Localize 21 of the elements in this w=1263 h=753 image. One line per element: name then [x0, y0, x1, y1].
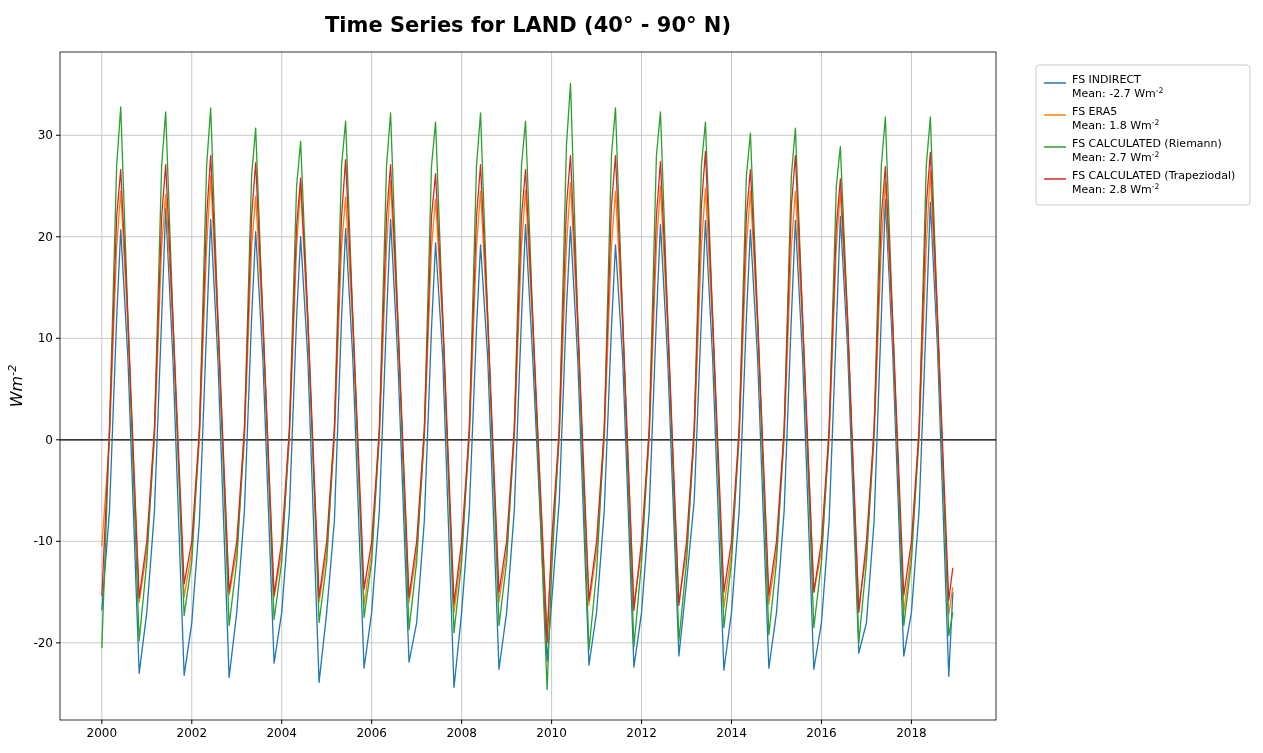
y-tick-label: 0 — [45, 432, 53, 447]
x-tick-label: 2014 — [716, 726, 747, 740]
legend-label: FS ERA5 Mean: 1.8 Wm$^{-2}$ — [1072, 105, 1160, 132]
x-tick-label: 2012 — [626, 726, 657, 740]
y-tick-label: -10 — [33, 534, 53, 549]
x-tick-label: 2016 — [806, 726, 837, 740]
legend-label: FS CALCULATED (Trapeziodal) Mean: 2.8 Wm$^{-2}$ — [1072, 169, 1236, 196]
x-tick-label: 2004 — [266, 726, 298, 740]
y-tick-label: 30 — [37, 128, 53, 143]
y-tick-label: 10 — [37, 331, 53, 346]
x-tick-label: 2008 — [446, 726, 477, 740]
x-tick-label: 2000 — [86, 726, 118, 740]
x-tick-label: 2006 — [356, 726, 387, 740]
legend-label: FS CALCULATED (Riemann) Mean: 2.7 Wm$^{-2}$ — [1072, 137, 1222, 164]
y-tick-label: -20 — [33, 635, 53, 650]
x-tick-label: 2002 — [176, 726, 208, 740]
y-tick-label: 20 — [37, 229, 53, 244]
legend-label: FS INDIRECT Mean: -2.7 Wm$^{-2}$ — [1072, 73, 1164, 100]
x-tick-label: 2018 — [896, 726, 927, 740]
chart-title: Time Series for LAND (40° - 90° N) — [325, 13, 731, 37]
x-tick-label: 2010 — [536, 726, 567, 740]
